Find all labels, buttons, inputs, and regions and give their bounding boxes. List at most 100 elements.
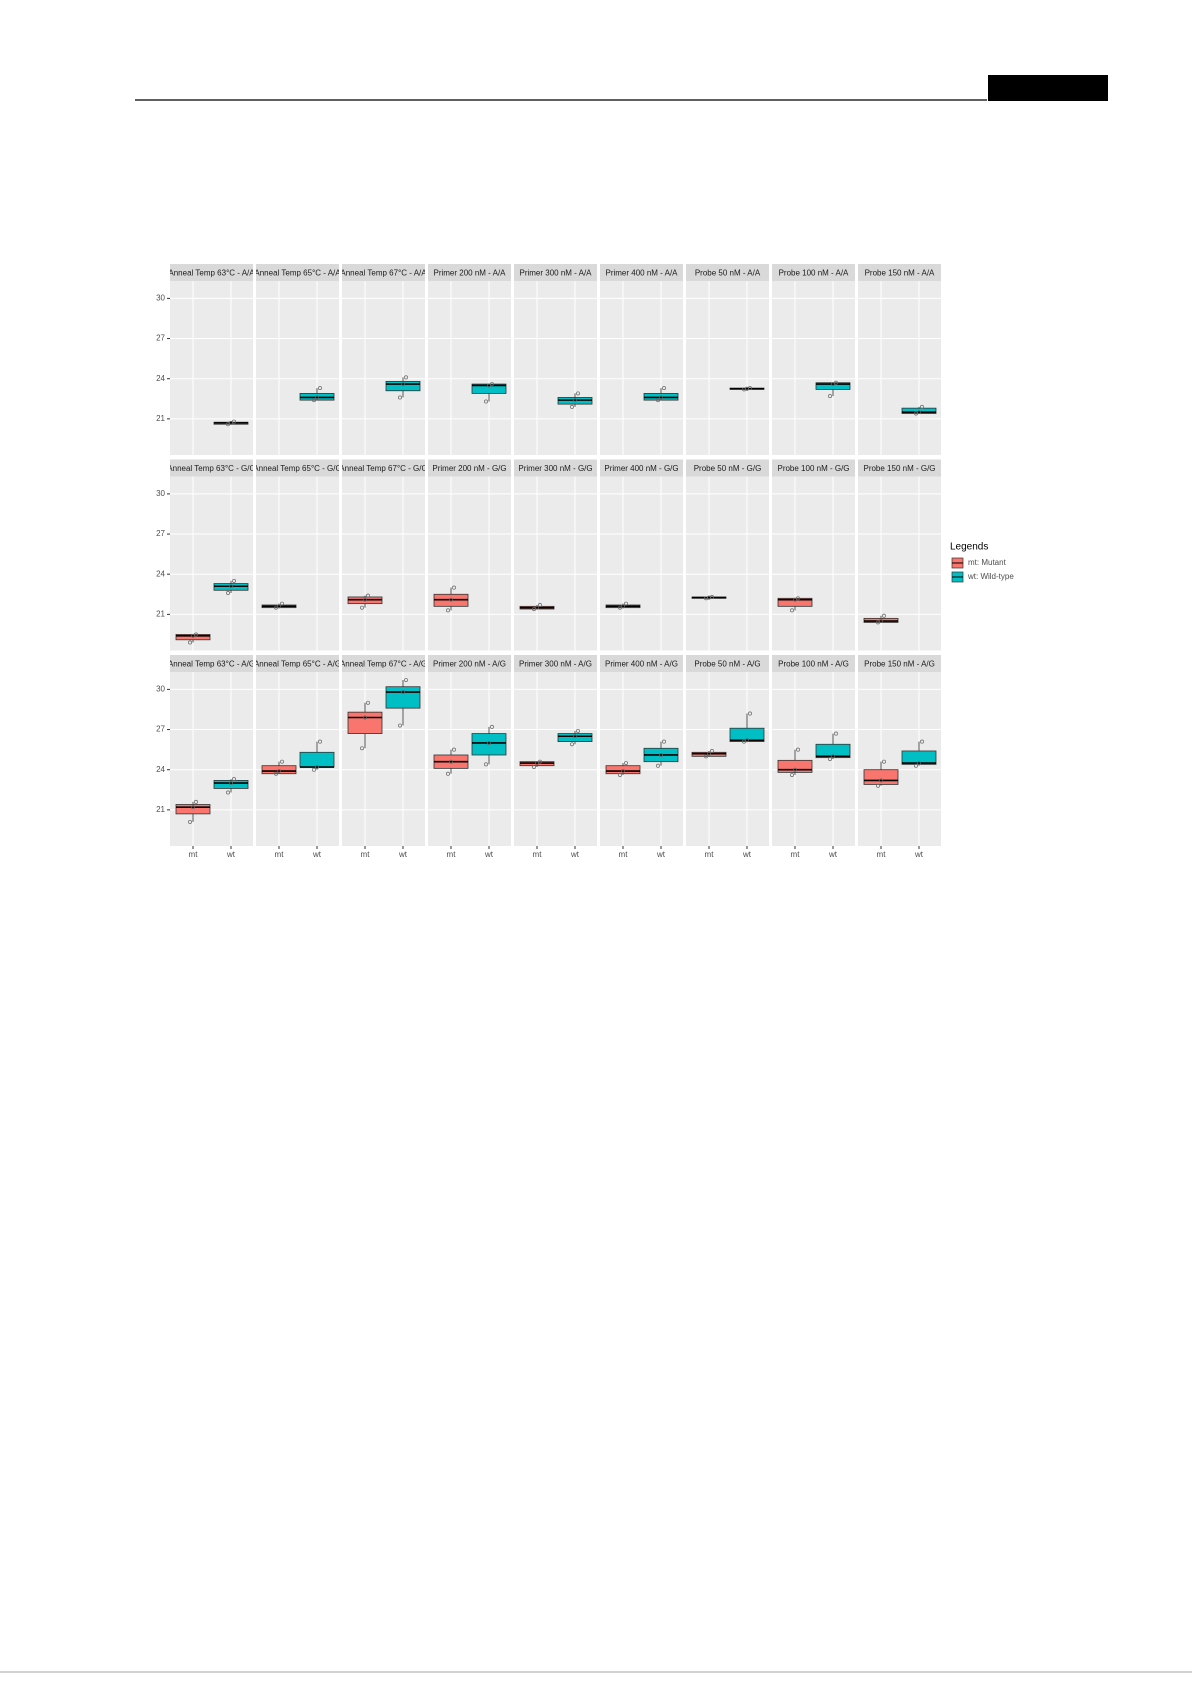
data-point — [232, 777, 236, 782]
strip-clip: Primer 400 nM - G/G — [604, 464, 678, 473]
data-point — [707, 751, 711, 756]
strip-clip: Primer 300 nM - G/G — [518, 464, 592, 473]
strip-clip: Probe 150 nM - A/G — [864, 660, 935, 669]
data-point — [704, 754, 708, 759]
strip-text: Primer 300 nM - G/G — [518, 464, 592, 473]
data-point — [401, 382, 405, 387]
data-point — [449, 759, 453, 764]
x-tick-label: wt — [828, 850, 838, 859]
strip-text: Primer 200 nM - A/G — [433, 660, 506, 669]
strip-clip: Anneal Temp 67°C - A/G — [342, 660, 425, 669]
x-tick-label: wt — [398, 850, 408, 859]
strip-text: Probe 100 nM - A/G — [778, 660, 849, 669]
data-point — [573, 398, 577, 403]
data-point — [828, 757, 832, 761]
strip — [600, 264, 683, 281]
panel-background — [170, 476, 253, 651]
strip — [256, 264, 339, 281]
x-tick-label: wt — [914, 850, 924, 859]
data-point — [446, 771, 450, 776]
data-point — [315, 395, 319, 400]
x-tick-label: mt — [791, 850, 801, 859]
strip-text: Anneal Temp 63°C - A/A — [168, 269, 255, 278]
strip-text: Anneal Temp 67°C - A/A — [340, 269, 427, 278]
y-tick-label: 21 — [156, 805, 165, 814]
data-point — [882, 613, 886, 618]
strip — [170, 264, 253, 281]
data-point — [360, 605, 364, 610]
data-point — [226, 790, 230, 795]
strip-clip: Primer 400 nM - A/G — [605, 660, 678, 669]
strip — [514, 655, 597, 672]
strip-text: Probe 150 nM - G/G — [863, 464, 935, 473]
box — [777, 759, 813, 773]
x-tick-label: wt — [742, 850, 752, 859]
data-point — [538, 759, 542, 764]
strip — [858, 459, 941, 477]
strip-text: Probe 50 nM - A/A — [695, 269, 761, 278]
strip-clip: Primer 300 nM - A/G — [519, 660, 592, 669]
data-point — [621, 604, 625, 609]
y-tick-label: 30 — [156, 489, 165, 498]
data-point — [449, 597, 453, 602]
strip-text: Probe 100 nM - G/G — [777, 464, 849, 473]
data-point — [573, 734, 577, 739]
data-point — [194, 632, 198, 637]
panel-background — [514, 476, 597, 651]
panel-background — [170, 672, 253, 846]
data-point — [446, 608, 450, 613]
panel-background — [600, 476, 683, 651]
strip — [342, 459, 425, 477]
strip-text: Anneal Temp 65°C - A/G — [254, 660, 341, 669]
strip-text: Primer 300 nM - A/G — [519, 660, 592, 669]
strip — [686, 655, 769, 672]
strip-text: Primer 400 nM - A/G — [605, 660, 678, 669]
header-block — [988, 75, 1108, 101]
strip — [772, 459, 855, 477]
data-point — [828, 394, 832, 399]
box — [175, 804, 211, 815]
data-point — [487, 740, 491, 745]
box — [385, 686, 421, 709]
data-point — [659, 753, 663, 757]
data-point — [876, 783, 880, 788]
data-point — [917, 761, 921, 765]
strip-clip: Primer 200 nM - A/G — [433, 660, 506, 669]
y-tick-label: 27 — [156, 529, 165, 538]
strip — [514, 264, 597, 281]
strip-clip: Anneal Temp 63°C - G/G — [170, 464, 253, 473]
legend-label: mt: Mutant — [968, 558, 1007, 567]
strip-clip: Anneal Temp 63°C - A/G — [170, 660, 253, 669]
panel-background — [600, 281, 683, 455]
strip — [858, 264, 941, 281]
data-point — [656, 398, 660, 403]
panel-background — [342, 476, 425, 651]
strip-clip: Anneal Temp 65°C - A/G — [254, 660, 341, 669]
panel-background — [772, 281, 855, 455]
data-point — [659, 395, 663, 400]
data-point — [532, 765, 536, 769]
data-point — [834, 380, 838, 385]
x-tick-label: mt — [361, 850, 371, 859]
data-point — [318, 739, 322, 744]
data-point — [277, 604, 281, 609]
strip — [170, 655, 253, 672]
data-point — [624, 601, 628, 606]
data-point — [229, 584, 233, 589]
data-point — [917, 410, 921, 415]
strip-text: Probe 100 nM - A/A — [779, 269, 849, 278]
panel-background — [170, 281, 253, 455]
panel-background — [772, 476, 855, 651]
strip — [342, 264, 425, 281]
data-point — [920, 404, 924, 409]
data-point — [188, 640, 192, 645]
strip-clip: Probe 50 nM - A/A — [695, 269, 761, 278]
strip-clip: Probe 150 nM - G/G — [863, 464, 935, 473]
strip-clip: Anneal Temp 65°C - G/G — [256, 464, 339, 473]
data-point — [315, 765, 319, 769]
data-point — [748, 711, 752, 716]
data-point — [363, 715, 367, 720]
data-point — [662, 739, 666, 744]
strip-clip: Primer 300 nM - A/A — [519, 269, 592, 278]
data-point — [194, 799, 198, 804]
